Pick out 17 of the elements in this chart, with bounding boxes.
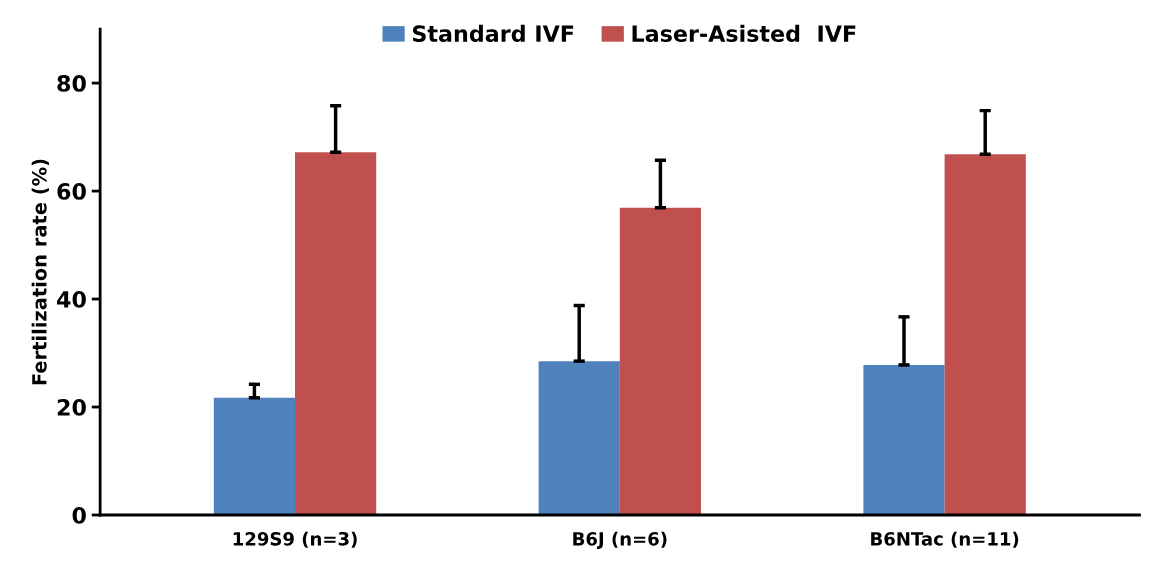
y-tick-label: 20 (57, 398, 86, 416)
legend-label: Laser-Asisted IVF (632, 24, 856, 42)
bar (213, 397, 296, 515)
y-tick-label: 80 (57, 75, 86, 92)
x-tick-label: 129S9 (n=3) (233, 531, 357, 548)
bar (295, 152, 377, 515)
y-tick-label: 60 (57, 183, 86, 200)
y-axis-title: Fertilization rate (%) (31, 159, 49, 385)
bar (619, 207, 702, 515)
y-tick-label: 40 (57, 290, 86, 308)
x-tick-label: B6J (n=6) (573, 531, 667, 549)
y-tick-label: 0 (72, 506, 86, 524)
bar (944, 154, 1026, 515)
x-tick-label: B6NTac (n=11) (871, 531, 1019, 548)
bar (538, 361, 620, 515)
bar (863, 364, 945, 515)
legend-label: Standard IVF (412, 24, 574, 42)
